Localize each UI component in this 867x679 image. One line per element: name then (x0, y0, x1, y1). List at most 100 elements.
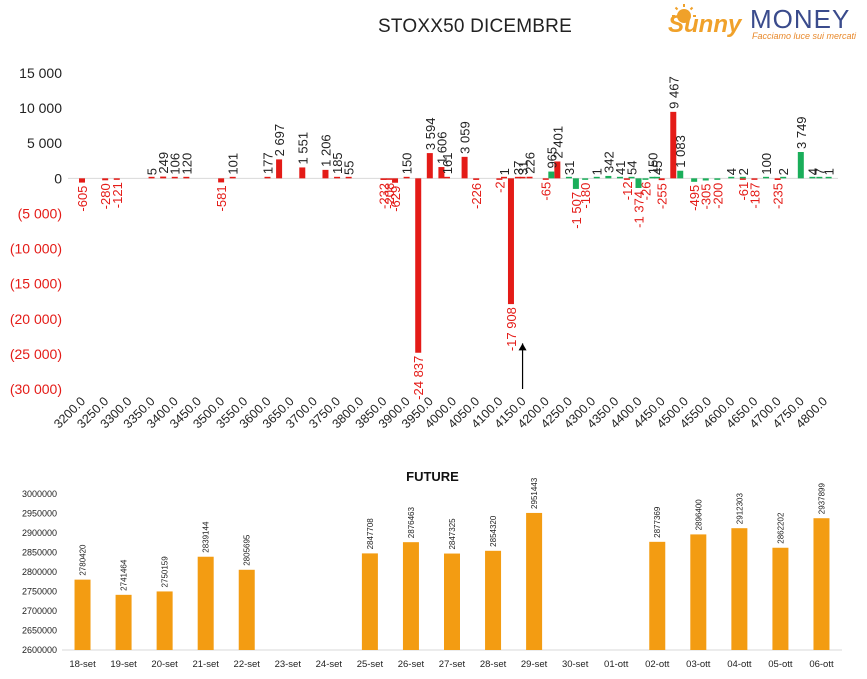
bar (772, 547, 789, 650)
x-tick-label: 25-set (357, 659, 384, 670)
data-label: 45 (650, 161, 665, 175)
bar (774, 178, 781, 180)
y-tick-label: (5 000) (18, 205, 62, 221)
y-tick-label: (20 000) (10, 311, 62, 327)
bar (677, 170, 684, 179)
bar (183, 176, 190, 179)
bar (691, 178, 698, 182)
data-label: -17 908 (504, 307, 519, 351)
bar (623, 178, 630, 180)
bar (593, 176, 600, 179)
bar (739, 176, 746, 179)
data-label: 2780420 (79, 544, 88, 576)
data-label: -226 (469, 183, 484, 209)
data-label: 2876463 (407, 506, 416, 538)
data-label: 31 (516, 161, 531, 175)
y-tick-label: 2700000 (22, 606, 57, 616)
bar (548, 171, 555, 179)
data-label: -121 (110, 182, 125, 208)
data-label: -12 (620, 181, 635, 200)
bar (670, 111, 677, 179)
data-label: -629 (388, 186, 403, 212)
data-label: 3 749 (794, 116, 809, 149)
bar (102, 178, 109, 181)
bar (426, 153, 433, 179)
bar (654, 176, 661, 179)
chart-title-future: FUTURE (406, 469, 459, 484)
data-label: 2 (736, 168, 751, 175)
data-label: -605 (75, 186, 90, 212)
sunny-money-logo: Sunny MONEY Facciamo luce sui mercati (668, 4, 857, 41)
data-label: -235 (771, 183, 786, 209)
data-label: -495 (687, 185, 702, 211)
data-label: 177 (261, 152, 276, 174)
bar (461, 156, 468, 179)
bar (816, 176, 823, 179)
data-label: 101 (226, 153, 241, 175)
data-label: -61 (736, 182, 751, 201)
data-label: 1 551 (295, 132, 310, 165)
data-label: 3 059 (458, 121, 473, 154)
x-tick-label: 03-ott (686, 659, 711, 670)
x-tick-label: 29-set (521, 659, 548, 670)
data-label: 342 (601, 151, 616, 173)
data-label: 1 606 (434, 132, 449, 165)
bar (605, 175, 612, 179)
x-tick-label: 18-set (69, 659, 96, 670)
bar (813, 518, 830, 650)
bar (780, 176, 787, 179)
bar (444, 553, 460, 650)
arrow-head (518, 343, 527, 351)
bar (160, 176, 167, 179)
y-tick-label: 2900000 (22, 528, 57, 538)
data-label: 965 (544, 147, 559, 169)
data-label: 2839144 (202, 521, 211, 553)
data-label: -255 (655, 183, 670, 209)
bar (526, 512, 543, 650)
x-tick-label: 01-ott (604, 659, 629, 670)
bar (825, 176, 832, 179)
data-label: 2 401 (550, 126, 565, 159)
data-label: -180 (578, 183, 593, 209)
bar (148, 176, 155, 179)
sun-icon (672, 4, 696, 23)
y-tick-label: (15 000) (10, 276, 62, 292)
data-label: 2741464 (120, 559, 129, 591)
bar (739, 178, 746, 180)
bar (156, 591, 173, 650)
data-label: 2862202 (776, 512, 785, 544)
bar (649, 176, 656, 179)
y-tick-label: 10 000 (19, 100, 62, 116)
data-label: 2 697 (272, 124, 287, 157)
x-tick-label: 06-ott (809, 659, 834, 670)
bar (797, 152, 804, 179)
bar (229, 176, 236, 179)
data-label: 100 (759, 153, 774, 175)
bar (519, 176, 526, 179)
bar (276, 159, 283, 179)
bar (113, 178, 120, 180)
data-label: 37 (511, 161, 526, 175)
data-label: -2 (492, 181, 507, 193)
logo-script-text: Sunny (668, 11, 743, 38)
data-label: -24 837 (411, 356, 426, 400)
data-label: 2912303 (735, 493, 744, 525)
data-label: -581 (214, 185, 229, 211)
logo-tagline: Facciamo luce sui mercati (752, 31, 857, 41)
data-label: 1 206 (318, 134, 333, 167)
bar (731, 528, 748, 650)
chart-title-stoxx: STOXX50 DICEMBRE (378, 16, 572, 37)
y-tick-label: 2950000 (22, 509, 57, 519)
data-label: -1 507 (569, 192, 584, 229)
bar (728, 176, 735, 179)
x-tick-label: 24-set (316, 659, 343, 670)
data-label: 185 (330, 152, 345, 174)
y-tick-label: 2600000 (22, 645, 57, 655)
bar (345, 176, 352, 179)
x-tick-label: 27-set (439, 659, 466, 670)
bar (197, 556, 214, 650)
data-label: 31 (562, 161, 577, 175)
y-tick-label: 2750000 (22, 587, 57, 597)
bar (763, 176, 770, 179)
bar (616, 176, 623, 179)
